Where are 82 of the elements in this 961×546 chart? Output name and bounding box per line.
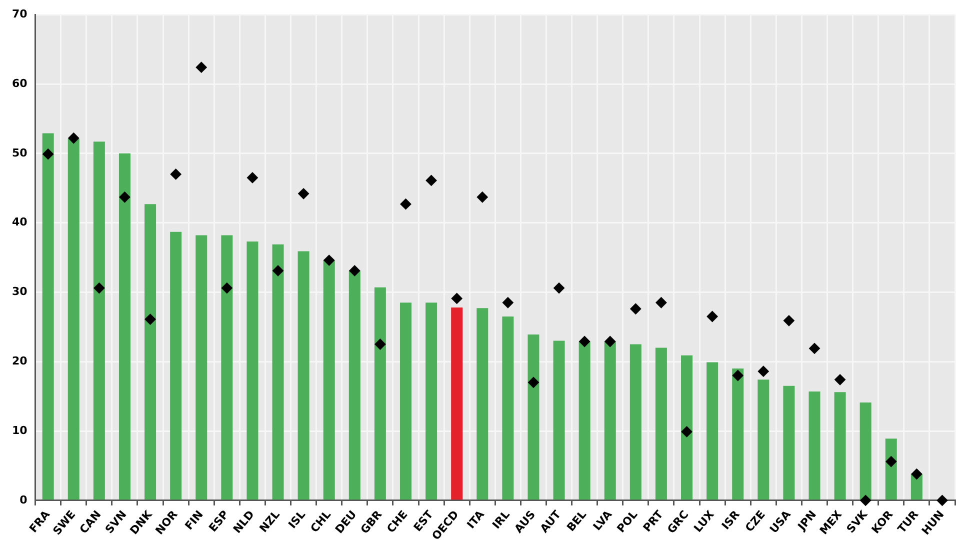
bar	[323, 260, 335, 500]
bar	[400, 302, 412, 500]
point	[298, 188, 310, 200]
point	[630, 303, 642, 314]
point	[476, 192, 488, 203]
point	[579, 336, 590, 347]
point	[808, 342, 820, 354]
point	[374, 338, 386, 350]
bar	[604, 341, 616, 500]
bar	[348, 270, 360, 500]
y-tick-label: 0	[20, 493, 28, 506]
point	[144, 314, 156, 325]
point	[119, 192, 130, 203]
point	[349, 265, 360, 276]
y-tick-label: 50	[12, 146, 28, 160]
bar	[732, 368, 744, 500]
bar	[808, 391, 820, 500]
point	[451, 292, 462, 304]
x-tick-label: ISL	[286, 508, 308, 532]
bar	[170, 232, 182, 500]
point	[42, 148, 54, 160]
point	[732, 370, 744, 381]
bar	[553, 340, 565, 500]
bar	[681, 355, 693, 500]
point	[324, 254, 335, 266]
y-tick-label: 20	[12, 354, 28, 368]
x-tick-label: ITA	[464, 508, 488, 532]
point	[706, 311, 718, 322]
point	[758, 366, 769, 377]
x-tick-label: ISR	[719, 508, 743, 532]
bar	[42, 133, 54, 500]
bar	[374, 287, 386, 500]
point	[170, 168, 182, 180]
bar	[144, 204, 156, 500]
point	[911, 468, 922, 480]
point	[196, 62, 207, 73]
y-tick-label: 70	[12, 7, 28, 20]
bar	[578, 341, 590, 500]
point	[656, 297, 667, 308]
x-tick-label: IRL	[490, 508, 512, 532]
point	[554, 282, 565, 294]
bar	[476, 308, 488, 500]
y-tick-label: 40	[12, 216, 28, 229]
point	[68, 132, 80, 144]
point	[681, 426, 692, 438]
point	[528, 376, 539, 388]
bar	[451, 307, 463, 500]
y-tick-label: 60	[12, 76, 28, 90]
point	[426, 174, 437, 186]
bar	[655, 348, 667, 500]
bar	[246, 242, 258, 500]
bar	[706, 362, 718, 500]
y-tick-label: 10	[12, 424, 28, 437]
point	[936, 494, 948, 506]
point	[272, 265, 284, 276]
bar	[630, 344, 642, 500]
bar	[528, 334, 540, 500]
bar	[885, 438, 897, 500]
bar	[272, 244, 284, 500]
bar	[426, 302, 438, 500]
point	[783, 315, 794, 326]
bar	[298, 251, 310, 500]
point	[834, 374, 846, 386]
bar	[68, 138, 80, 500]
bar	[860, 402, 872, 500]
y-tick-label: 30	[12, 285, 28, 298]
bar	[221, 235, 233, 500]
bar	[783, 386, 795, 500]
point	[400, 198, 412, 210]
point	[502, 297, 514, 308]
point	[94, 282, 105, 294]
bar	[118, 153, 130, 500]
bar	[834, 392, 846, 500]
bar	[93, 142, 105, 500]
point	[860, 494, 872, 506]
bar	[196, 235, 208, 500]
point	[886, 456, 897, 468]
point	[221, 282, 232, 294]
bar	[758, 380, 770, 500]
bar	[502, 316, 514, 500]
point	[246, 172, 258, 184]
point	[604, 336, 616, 347]
